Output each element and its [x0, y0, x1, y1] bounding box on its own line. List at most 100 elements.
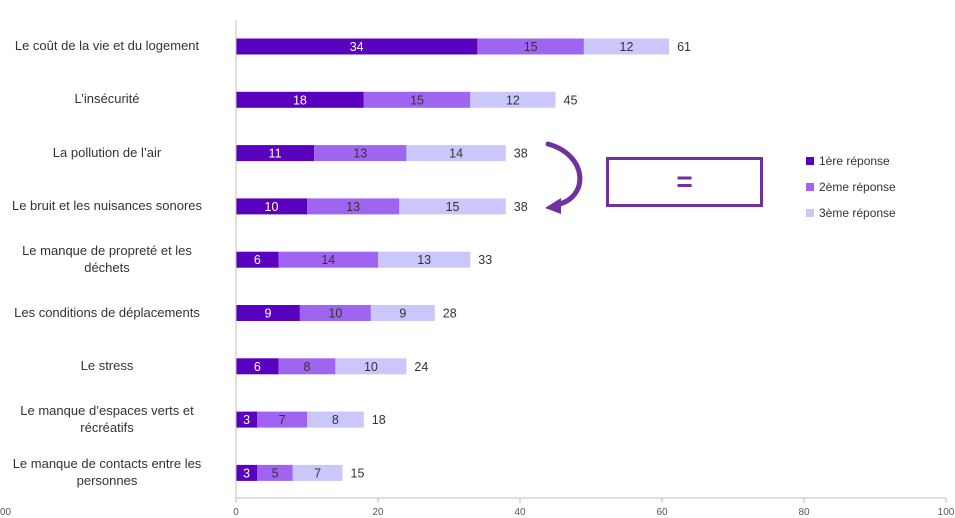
data-label-s3: 15	[446, 200, 460, 214]
bar-segment-s1	[236, 198, 307, 215]
total-label: 38	[514, 147, 528, 161]
total-label: 18	[372, 413, 386, 427]
bar-segment-s3	[378, 251, 471, 268]
x-tick-label: 80	[798, 507, 810, 518]
data-label-s2: 7	[279, 413, 286, 427]
bar-segment-s3	[307, 411, 364, 428]
legend-swatch-2	[806, 183, 814, 191]
category-label: Les conditions de déplacements	[0, 304, 222, 321]
x-tick-label: 0	[233, 507, 239, 518]
x-tick-label: 20	[372, 507, 384, 518]
data-label-s1: 34	[350, 40, 364, 54]
data-label-s3: 9	[399, 307, 406, 321]
legend-item-1: 1ère réponse	[806, 148, 896, 174]
data-label-s1: 6	[254, 360, 261, 374]
total-label: 33	[478, 253, 492, 267]
category-label: Le manque d’espaces verts et récréatifs	[0, 402, 222, 436]
bar-segment-s1	[236, 145, 315, 162]
category-label: L’insécurité	[0, 90, 222, 107]
x-tick-label: 100	[938, 507, 955, 518]
curved-arrow-head	[545, 198, 561, 214]
data-label-s2: 10	[328, 307, 342, 321]
data-label-s1: 18	[293, 93, 307, 107]
data-label-s1: 3	[243, 413, 250, 427]
category-label-line: Les conditions de déplacements	[14, 304, 200, 320]
data-label-s3: 8	[332, 413, 339, 427]
bar-segment-s1	[236, 91, 364, 108]
category-label-line: personnes	[76, 472, 138, 488]
data-label-s3: 7	[314, 466, 321, 480]
bar-segment-s2	[299, 305, 371, 321]
bar-segment-s3	[470, 91, 556, 108]
bar-segment-s3	[370, 305, 435, 321]
bar-segment-s2	[307, 198, 400, 215]
legend-swatch-3	[806, 209, 814, 217]
category-label: Le bruit et les nuisances sonores	[0, 197, 222, 214]
data-label-s1: 3	[243, 466, 250, 480]
data-label-s1: 10	[265, 200, 279, 214]
axes-layer: 0 20 40 60 80 100 00	[0, 20, 955, 518]
bar-segment-s1	[236, 358, 279, 375]
category-label-line: Le bruit et les nuisances sonores	[11, 197, 203, 213]
total-label: 61	[677, 40, 691, 54]
category-label: La pollution de l’air	[0, 144, 222, 161]
bar-segment-s3	[335, 358, 407, 375]
data-label-s3: 12	[620, 40, 634, 54]
category-label: Le manque de contacts entre les personnes	[0, 455, 222, 489]
legend-label-1: 1ère réponse	[819, 154, 890, 168]
total-label: 38	[514, 200, 528, 214]
bar-segment-s2	[477, 38, 584, 55]
bar-segment-s1	[236, 38, 478, 55]
bar-segment-s2	[257, 464, 293, 481]
data-label-s2: 15	[524, 40, 538, 54]
category-label-line: La pollution de l’air	[52, 144, 162, 160]
category-label-line: L’insécurité	[74, 91, 140, 107]
data-label-s1: 6	[254, 253, 261, 267]
data-label-s2: 14	[321, 253, 335, 267]
data-label-s3: 10	[364, 360, 378, 374]
data-label-s1: 11	[269, 147, 282, 161]
total-label: 24	[414, 360, 428, 374]
category-label-line: Le manque d’espaces verts et	[20, 402, 194, 418]
category-label: Le manque de propreté et les déchets	[0, 242, 222, 276]
bar-segment-s1	[236, 251, 279, 268]
category-label-line: déchets	[84, 259, 130, 275]
legend-swatch-1	[806, 157, 814, 165]
bar-segment-s3	[583, 38, 670, 55]
data-label-s3: 12	[506, 93, 520, 107]
total-label: 15	[351, 466, 365, 480]
annotation-layer	[545, 141, 583, 214]
data-label-s2: 13	[353, 147, 367, 161]
category-label-line: Le manque de contacts entre les	[12, 455, 202, 471]
bar-segment-s3	[292, 464, 343, 481]
data-label-s3: 14	[449, 147, 463, 161]
bar-segment-s2	[278, 358, 336, 375]
legend-label-3: 3ème réponse	[819, 206, 896, 220]
category-label-line: Le manque de propreté et les	[22, 242, 192, 258]
data-label-s3: 13	[417, 253, 431, 267]
total-label: 45	[564, 93, 578, 107]
category-label: Le coût de la vie et du logement	[0, 37, 222, 54]
bar-segment-s2	[278, 251, 378, 268]
legend-label-2: 2ème réponse	[819, 180, 896, 194]
bar-segment-s2	[314, 145, 407, 162]
x-tick-label: 40	[514, 507, 526, 518]
data-label-s2: 8	[304, 360, 311, 374]
category-label-line: récréatifs	[80, 419, 134, 435]
category-label-line: Le stress	[80, 357, 134, 373]
data-label-s2: 5	[272, 466, 279, 480]
x-tick-label: 60	[656, 507, 668, 518]
data-label-s2: 13	[346, 200, 360, 214]
clipped-axis-label: 00	[0, 507, 12, 518]
data-label-s1: 9	[264, 307, 271, 321]
curved-arrow-line	[545, 141, 583, 208]
bar-segment-s1	[236, 464, 258, 481]
bar-segment-s2	[363, 91, 471, 108]
bar-segment-s3	[399, 198, 506, 215]
legend-item-3: 3ème réponse	[806, 200, 896, 226]
bar-segment-s1	[236, 305, 300, 321]
legend: 1ère réponse 2ème réponse 3ème réponse	[806, 148, 896, 226]
equal-sign: =	[676, 166, 693, 197]
